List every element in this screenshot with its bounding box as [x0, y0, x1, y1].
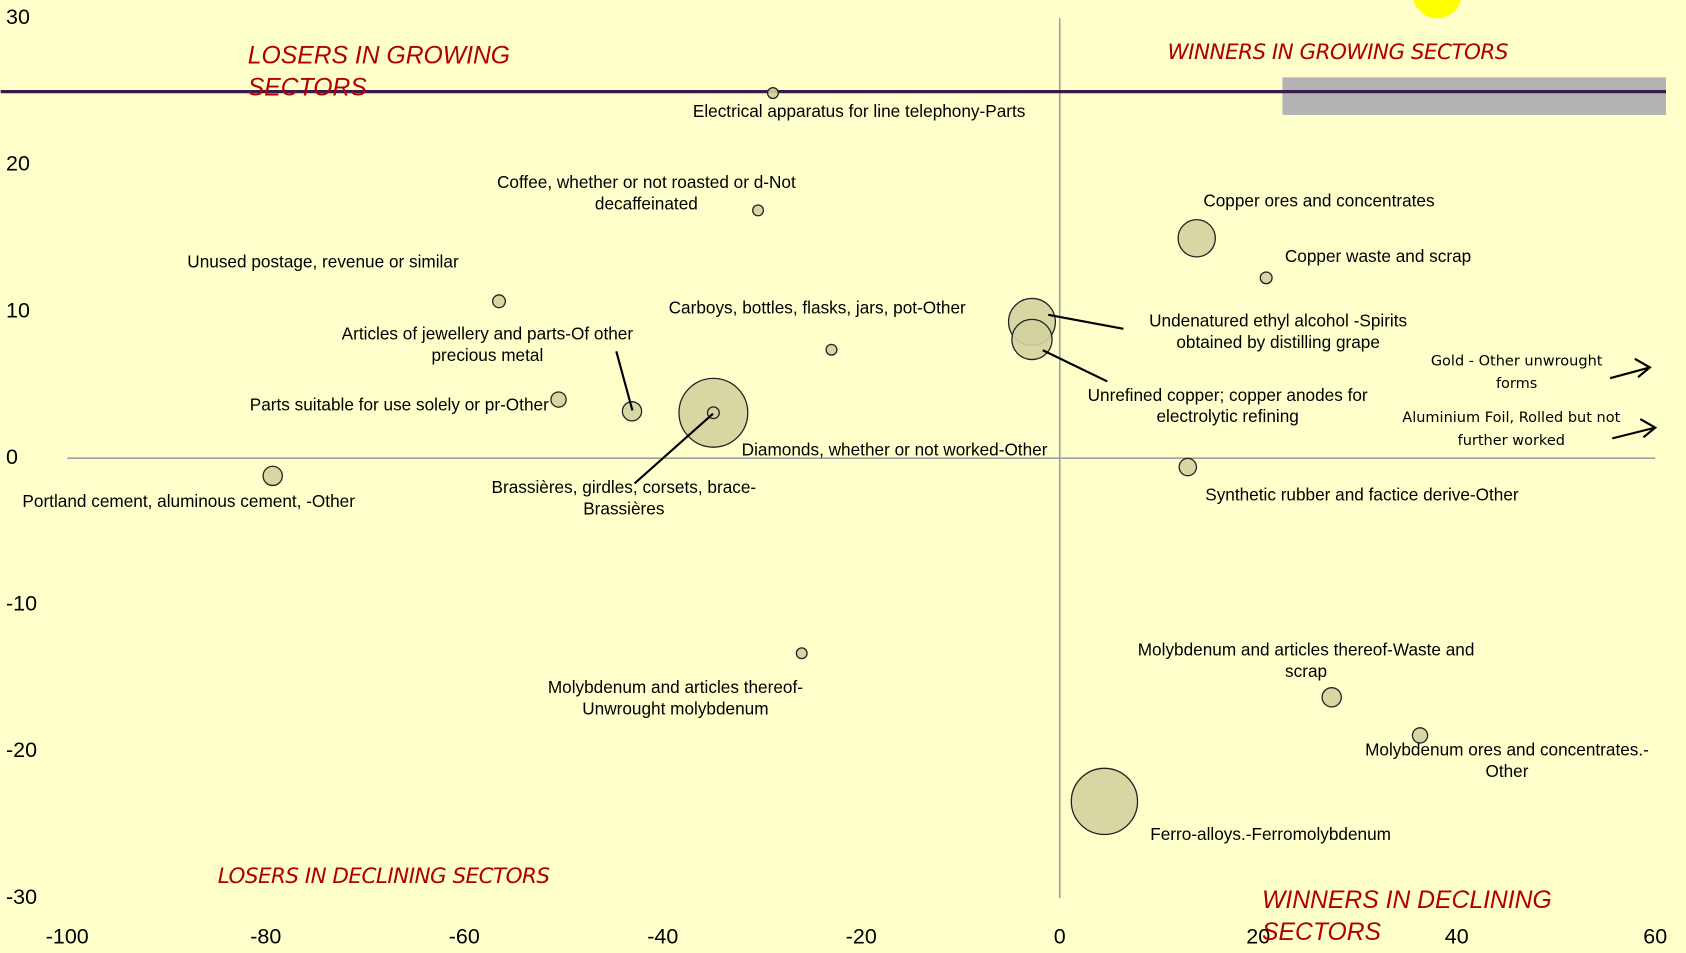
quadrant-label-box: WINNERS IN DECLINING SECTORS	[1262, 885, 1552, 946]
offchart-label: Gold - Other unwrought forms	[1430, 352, 1603, 393]
x-tick-label: 60	[1643, 925, 1667, 949]
point-label-box: Copper ores and concentrates	[1203, 192, 1435, 211]
quadrant-label-box: LOSERS IN GROWING SECTORS	[247, 40, 511, 101]
point-label-box: Synthetic rubber and factice derive-Othe…	[1205, 486, 1519, 505]
x-tick-label: -20	[846, 925, 877, 949]
bubble	[766, 87, 779, 100]
point-label-box: Articles of jewellery and parts-Of other…	[341, 325, 634, 366]
bubble	[1259, 271, 1273, 285]
point-label: Unrefined copper; copper anodes for elec…	[1087, 386, 1368, 427]
point-label-box: Parts suitable for use solely or pr-Othe…	[249, 396, 549, 415]
point-label-box: Unrefined copper; copper anodes for elec…	[1087, 386, 1368, 427]
point-label-box: Molybdenum and articles thereof-Waste an…	[1137, 641, 1475, 682]
y-tick-label: 0	[6, 445, 18, 469]
arrow-head	[1634, 357, 1652, 378]
bubble	[262, 465, 283, 487]
leader-line	[1048, 313, 1124, 330]
point-label: Portland cement, aluminous cement, -Othe…	[22, 493, 355, 512]
quadrant-label-box: LOSERS IN DECLINING SECTORS	[217, 862, 550, 889]
x-tick-label: -80	[250, 925, 281, 949]
bubble	[1178, 457, 1198, 477]
y-tick-label: -20	[6, 738, 37, 762]
bubble	[825, 343, 838, 356]
point-label-box: Molybdenum and articles thereof-Unwrough…	[547, 679, 803, 719]
x-tick-label: -40	[647, 925, 678, 949]
axes: 30 20 10 0 -10 -20 -30 -100 -80 -60 -40 -20 0 20 40 60	[0, 5, 1667, 949]
point-label: Carboys, bottles, flasks, jars, pot-Othe…	[668, 299, 966, 319]
labels: Electrical apparatus for line telephony-…	[22, 38, 1658, 946]
bubble	[492, 294, 507, 309]
point-label-box: Unused postage, revenue or similar	[187, 253, 459, 272]
point-label: Unused postage, revenue or similar	[187, 253, 459, 272]
x-tick-label: -60	[449, 925, 480, 949]
point-label: Articles of jewellery and parts-Of other…	[341, 325, 634, 366]
y-tick-label: 30	[6, 5, 30, 29]
offchart-label-box: Gold - Other unwrought forms	[1430, 352, 1603, 393]
offchart-label-box: Aluminium Foil, Rolled but not further w…	[1402, 409, 1621, 450]
marks	[262, 87, 1429, 836]
point-label: Diamonds, whether or not worked-Other	[741, 441, 1048, 460]
point-label: Parts suitable for use solely or pr-Othe…	[249, 396, 549, 415]
point-label-box: Copper waste and scrap	[1284, 248, 1472, 267]
leader-line	[633, 412, 714, 485]
leader-line	[1042, 349, 1108, 383]
point-label: Copper waste and scrap	[1284, 248, 1472, 267]
point-label: Molybdenum and articles thereof-Waste an…	[1137, 641, 1475, 682]
point-label-box: Coffee, whether or not roasted or d-Not …	[496, 174, 796, 214]
point-label-box: Portland cement, aluminous cement, -Othe…	[22, 493, 355, 512]
y-tick-label: 20	[6, 152, 30, 176]
offchart-label: Aluminium Foil, Rolled but not further w…	[1402, 409, 1621, 450]
bubble	[621, 401, 643, 422]
point-label-box: Carboys, bottles, flasks, jars, pot-Othe…	[668, 299, 966, 319]
point-label: Synthetic rubber and factice derive-Othe…	[1205, 486, 1519, 505]
x-tick-label: 20	[1246, 925, 1270, 949]
highlight-band	[1282, 77, 1666, 115]
point-label: Molybdenum ores and concentrates.-Other	[1365, 741, 1649, 782]
point-label-box: Diamonds, whether or not worked-Other	[741, 441, 1048, 460]
bubble	[1177, 218, 1216, 258]
point-label: Undenatured ethyl alcohol -Spirits obtai…	[1149, 312, 1408, 353]
point-label: Molybdenum and articles thereof-Unwrough…	[547, 679, 803, 719]
point-label-box: Ferro-alloys.-Ferromolybdenum	[1150, 826, 1391, 845]
leader-line	[1609, 366, 1651, 380]
x-tick-label: 40	[1445, 925, 1469, 949]
quadrant-label: WINNERS IN DECLINING SECTORS	[1262, 885, 1552, 946]
quadrant-label-box: WINNERS IN GROWING SECTORS	[1167, 38, 1508, 65]
quadrant-label: LOSERS IN DECLINING SECTORS	[217, 862, 550, 889]
point-label: Brassières, girdles, corsets, brace-Bras…	[491, 479, 757, 519]
x-tick-label: 0	[1054, 925, 1066, 949]
point-label-box: Molybdenum ores and concentrates.-Other	[1365, 741, 1649, 782]
y-tick-label: 10	[6, 298, 30, 322]
bubble	[550, 391, 567, 408]
point-label-box: Undenatured ethyl alcohol -Spirits obtai…	[1149, 312, 1408, 353]
point-label: Copper ores and concentrates	[1203, 192, 1435, 211]
point-label-box: Electrical apparatus for line telephony-…	[692, 103, 1026, 122]
bubble	[1011, 318, 1053, 361]
leader-line	[1612, 426, 1656, 440]
quadrant-label: LOSERS IN GROWING SECTORS	[247, 40, 511, 101]
point-label: Electrical apparatus for line telephony-…	[692, 103, 1026, 122]
arrow-head	[1639, 418, 1658, 439]
bubble	[1411, 727, 1429, 744]
point-label-box: Brassières, girdles, corsets, brace-Bras…	[491, 479, 757, 519]
point-label: Ferro-alloys.-Ferromolybdenum	[1150, 826, 1391, 845]
bubble	[1070, 767, 1139, 836]
bubble	[1321, 687, 1342, 708]
x-tick-label: -100	[46, 925, 89, 949]
leader-line	[615, 351, 634, 411]
bubble	[752, 204, 765, 217]
bubble	[795, 647, 808, 660]
point-label: Coffee, whether or not roasted or d-Not …	[496, 174, 796, 214]
quadrant-label: WINNERS IN GROWING SECTORS	[1167, 38, 1508, 65]
highlight-circle	[1413, 0, 1462, 19]
y-tick-label: -30	[6, 885, 37, 909]
y-tick-label: -10	[6, 592, 37, 616]
